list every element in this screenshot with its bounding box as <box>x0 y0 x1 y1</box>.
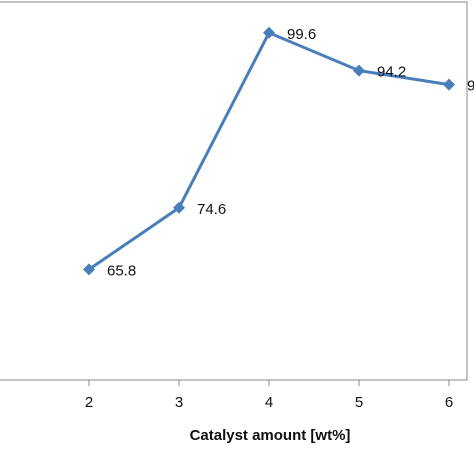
x-tick-label: 4 <box>265 394 273 411</box>
x-tick-label: 5 <box>355 394 363 411</box>
data-label: 74.6 <box>197 201 226 218</box>
plot-frame <box>0 1 468 381</box>
data-point <box>83 263 95 276</box>
data-point <box>443 78 455 91</box>
data-point <box>353 64 365 77</box>
data-label: 94.2 <box>377 64 406 81</box>
x-axis-title: Catalyst amount [wt%] <box>190 427 351 444</box>
x-tick-label: 2 <box>85 394 93 411</box>
x-tick-label: 6 <box>445 394 453 411</box>
data-label: 92.2 <box>467 78 474 95</box>
data-point <box>263 26 275 39</box>
data-label: 99.6 <box>287 26 316 43</box>
x-tick-label: 3 <box>175 394 183 411</box>
data-point <box>173 201 185 214</box>
data-label: 65.8 <box>107 262 136 279</box>
